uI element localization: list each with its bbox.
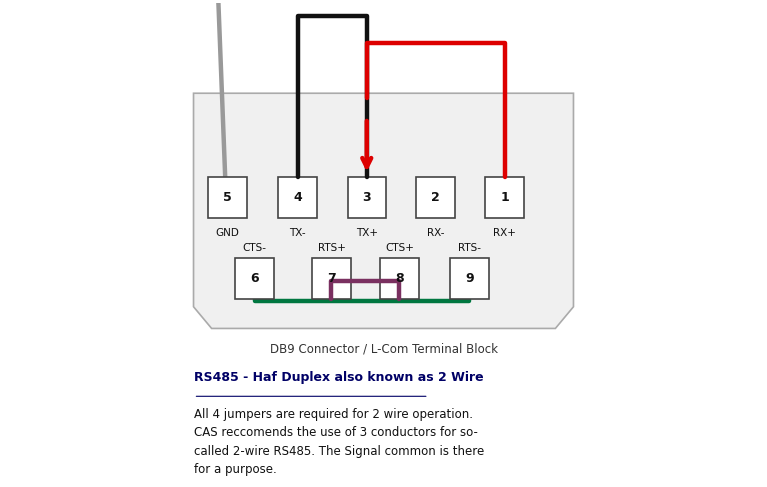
Text: RTS-: RTS- [458,243,481,253]
Text: 1: 1 [500,191,509,204]
Text: RX+: RX+ [493,227,516,238]
Bar [312,258,351,299]
Text: RTS+: RTS+ [318,243,345,253]
Text: CTS-: CTS- [242,243,267,253]
Text: 2: 2 [431,191,440,204]
Text: All 4 jumpers are required for 2 wire operation.
CAS reccomends the use of 3 con: All 4 jumpers are required for 2 wire op… [193,408,484,476]
Text: 6: 6 [250,272,259,285]
Bar [208,177,247,218]
Text: 8: 8 [395,272,403,285]
Text: 4: 4 [293,191,302,204]
Text: 9: 9 [465,272,474,285]
Text: 5: 5 [223,191,232,204]
Bar [416,177,455,218]
Text: DB9 Connector / L-Com Terminal Block: DB9 Connector / L-Com Terminal Block [269,342,498,355]
Bar [347,177,386,218]
Bar [486,177,524,218]
Text: TX-: TX- [289,227,306,238]
Text: TX+: TX+ [356,227,378,238]
Bar [380,258,419,299]
Text: RS485 - Haf Duplex also known as 2 Wire: RS485 - Haf Duplex also known as 2 Wire [193,372,483,384]
Text: CTS+: CTS+ [385,243,413,253]
Text: 3: 3 [363,191,371,204]
Text: RX-: RX- [426,227,444,238]
Text: GND: GND [216,227,239,238]
Text: 7: 7 [327,272,336,285]
Bar [278,177,317,218]
Bar [450,258,489,299]
Polygon shape [193,93,574,328]
Bar [235,258,274,299]
